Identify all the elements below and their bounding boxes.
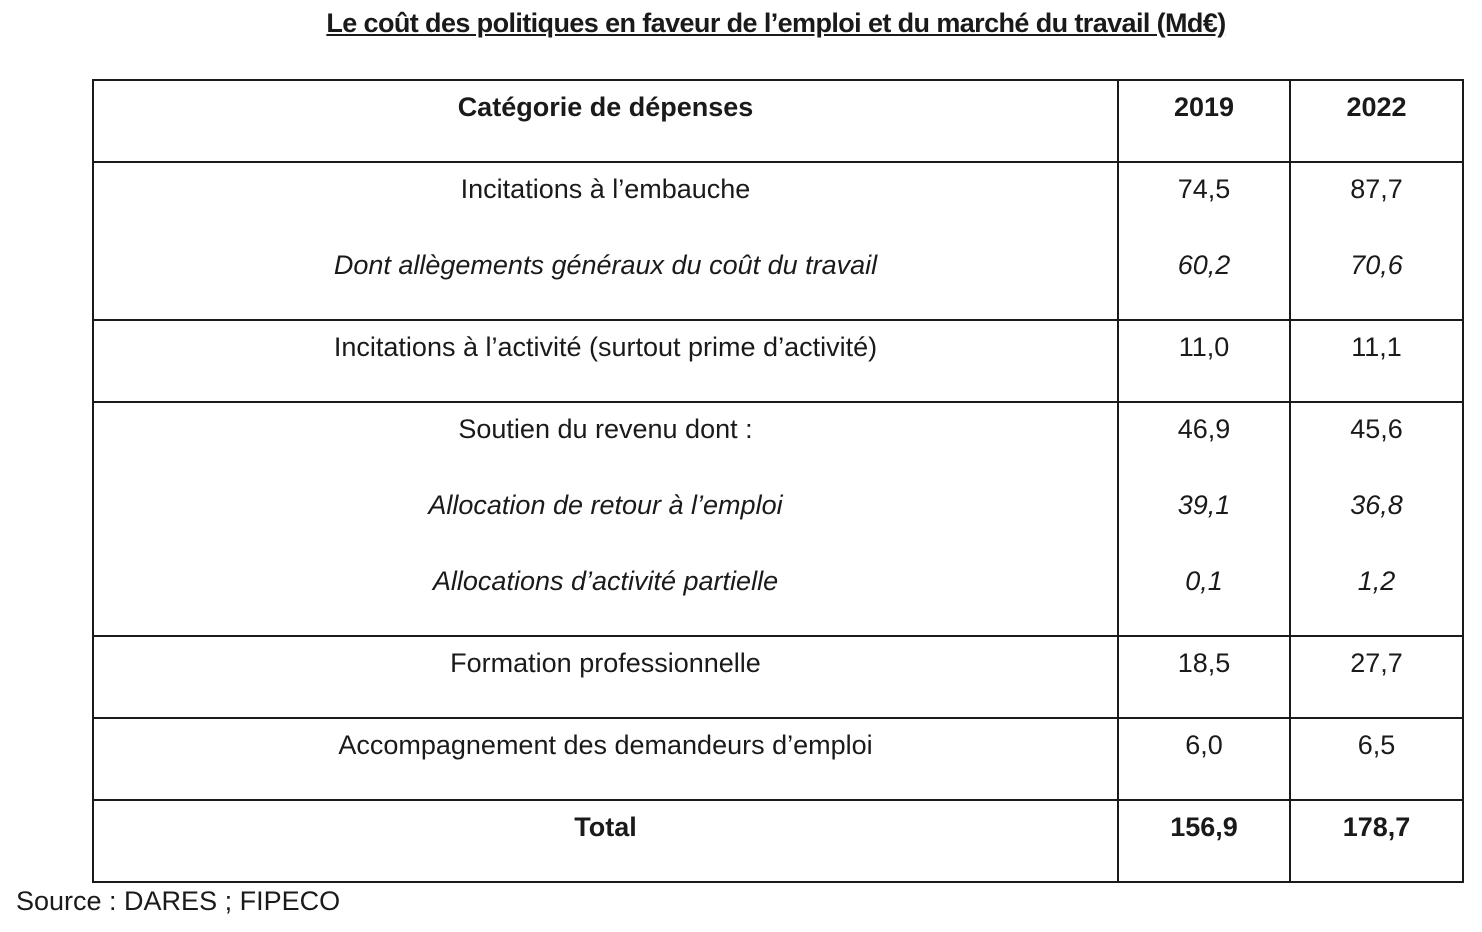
row-value: 39,1 bbox=[1177, 490, 1231, 520]
category-cell: Soutien du revenu dont : Allocation de re… bbox=[92, 401, 1119, 637]
row-value: 87,7 bbox=[1350, 174, 1403, 204]
header-2022: 2022 bbox=[1289, 79, 1464, 163]
total-label: Total bbox=[92, 799, 1119, 883]
value-2019-cell: 74,5 60,2 bbox=[1117, 161, 1291, 321]
total-2019: 156,9 bbox=[1117, 799, 1291, 883]
row-value: 46,9 bbox=[1177, 414, 1231, 444]
value-2022-cell: 27,7 bbox=[1289, 635, 1464, 719]
header-category: Catégorie de dépenses bbox=[92, 79, 1119, 163]
row-value: 60,2 bbox=[1177, 250, 1231, 280]
table-body: Incitations à l’embauche Dont allègements… bbox=[92, 161, 1464, 801]
cost-table: Catégorie de dépenses 2019 2022 Incitati… bbox=[92, 79, 1464, 883]
row-value: 36,8 bbox=[1350, 490, 1403, 520]
value-2019-cell: 46,9 39,1 0,1 bbox=[1117, 401, 1291, 637]
value-2022-cell: 11,1 bbox=[1289, 319, 1464, 403]
row-value: 70,6 bbox=[1350, 250, 1403, 280]
table-row: Formation professionnelle 18,5 27,7 bbox=[92, 635, 1464, 719]
row-label: Allocations d’activité partielle bbox=[432, 566, 779, 596]
row-label: Accompagnement des demandeurs d’emploi bbox=[338, 730, 873, 760]
row-label: Allocation de retour à l’emploi bbox=[428, 490, 783, 520]
total-2022: 178,7 bbox=[1289, 799, 1464, 883]
table-row: Accompagnement des demandeurs d’emploi 6,… bbox=[92, 717, 1464, 801]
row-value: 1,2 bbox=[1357, 566, 1396, 596]
row-value: 45,6 bbox=[1350, 414, 1403, 444]
row-label: Soutien du revenu dont : bbox=[458, 414, 753, 444]
table-title: Le coût des politiques en faveur de l’em… bbox=[326, 8, 1226, 38]
row-value: 11,0 bbox=[1178, 332, 1230, 362]
value-2022-cell: 6,5 bbox=[1289, 717, 1464, 801]
value-2022-cell: 87,7 70,6 bbox=[1289, 161, 1464, 321]
row-value: 0,1 bbox=[1185, 566, 1223, 596]
header-row: Catégorie de dépenses 2019 2022 bbox=[92, 79, 1464, 163]
row-value: 74,5 bbox=[1177, 174, 1231, 204]
row-label: Incitations à l’embauche bbox=[460, 174, 751, 204]
value-2019-cell: 18,5 bbox=[1117, 635, 1291, 719]
row-value: 6,5 bbox=[1357, 730, 1396, 760]
row-value: 6,0 bbox=[1185, 730, 1223, 760]
row-label: Dont allègements généraux du coût du tra… bbox=[333, 250, 878, 280]
source-note: Source : DARES ; FIPECO bbox=[16, 886, 341, 916]
value-2019-cell: 11,0 bbox=[1117, 319, 1291, 403]
category-cell: Incitations à l’embauche Dont allègements… bbox=[92, 161, 1119, 321]
row-value: 27,7 bbox=[1350, 648, 1403, 678]
table-row: Incitations à l’embauche Dont allègements… bbox=[92, 161, 1464, 321]
row-value: 11,1 bbox=[1351, 332, 1402, 362]
category-cell: Accompagnement des demandeurs d’emploi bbox=[92, 717, 1119, 801]
total-row: Total 156,9 178,7 bbox=[92, 799, 1464, 883]
category-cell: Formation professionnelle bbox=[92, 635, 1119, 719]
value-2019-cell: 6,0 bbox=[1117, 717, 1291, 801]
row-value: 18,5 bbox=[1177, 648, 1231, 678]
header-2019: 2019 bbox=[1117, 79, 1291, 163]
category-cell: Incitations à l’activité (surtout prime … bbox=[92, 319, 1119, 403]
table-row: Incitations à l’activité (surtout prime … bbox=[92, 319, 1464, 403]
row-label: Incitations à l’activité (surtout prime … bbox=[333, 332, 878, 362]
table-row: Soutien du revenu dont : Allocation de re… bbox=[92, 401, 1464, 637]
row-label: Formation professionnelle bbox=[450, 648, 761, 678]
value-2022-cell: 45,6 36,8 1,2 bbox=[1289, 401, 1464, 637]
